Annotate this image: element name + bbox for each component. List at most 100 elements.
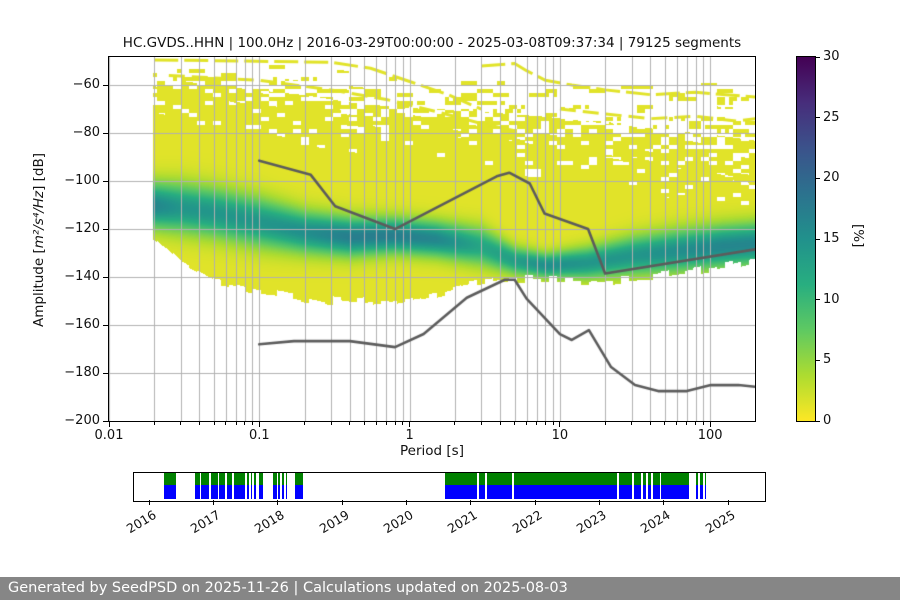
x-axis-label: Period [s]: [400, 443, 464, 459]
x-tick-mark: [244, 422, 246, 425]
timeline-segment-psd: [226, 473, 232, 485]
timeline-year-label: 2022: [509, 507, 545, 537]
colorbar-tick-mark: [815, 238, 820, 240]
timeline-segment-data: [445, 485, 478, 499]
x-tick-mark: [394, 422, 396, 425]
y-tick-label: −120: [64, 221, 100, 237]
x-tick-mark: [480, 422, 482, 425]
x-tick-mark: [385, 422, 387, 425]
timeline-segment-psd: [513, 473, 618, 485]
ppsd-heatmap-canvas: [109, 57, 755, 421]
timeline-year-label: 2017: [187, 507, 223, 537]
timeline-segment-psd: [642, 473, 646, 485]
x-tick-mark: [375, 422, 377, 425]
timeline-tick-mark: [148, 500, 150, 505]
timeline-segment-data: [285, 485, 288, 499]
timeline-year-label: 2021: [445, 507, 481, 537]
timeline-tick-mark: [534, 500, 536, 505]
timeline-tick-mark: [277, 500, 279, 505]
y-tick-mark: [103, 324, 108, 326]
timeline-year-label: 2018: [252, 507, 288, 537]
timeline-segment-psd: [211, 473, 218, 485]
x-tick-label: 100: [697, 428, 723, 443]
timeline-tick-mark: [599, 500, 601, 505]
y-axis-label: Amplitude [m²/s⁴/Hz] [dB]: [31, 120, 47, 360]
timeline-segment-psd: [254, 473, 256, 485]
colorbar-tick-label: 10: [823, 291, 840, 307]
timeline-year-label: 2025: [702, 507, 738, 537]
timeline-tick-mark: [213, 500, 215, 505]
x-tick-mark: [536, 422, 538, 425]
y-tick-mark: [103, 84, 108, 86]
timeline-year-label: 2020: [380, 507, 416, 537]
x-tick-label: 0.1: [248, 428, 270, 443]
timeline-tick-mark: [663, 500, 665, 505]
availability-timeline: [133, 472, 766, 502]
x-tick-mark: [544, 422, 546, 425]
colorbar-tick-label: 0: [823, 413, 832, 428]
x-tick-label: 10: [551, 428, 569, 443]
colorbar-tick-label: 25: [823, 109, 840, 125]
x-tick-mark: [198, 422, 200, 425]
y-tick-label: −180: [64, 365, 100, 381]
timeline-year-label: 2019: [316, 507, 352, 537]
timeline-segment-data: [705, 485, 707, 499]
timeline-segment-data: [218, 485, 226, 499]
timeline-segment-psd: [246, 473, 250, 485]
timeline-segment-data: [226, 485, 232, 499]
colorbar-tick-mark: [815, 420, 820, 422]
x-tick-mark: [225, 422, 227, 425]
timeline-segment-psd: [487, 473, 512, 485]
x-tick-mark: [664, 422, 666, 425]
timeline-segment-data: [281, 485, 284, 499]
timeline-segment-psd: [234, 473, 246, 485]
y-tick-label: −100: [64, 173, 100, 189]
y-tick-label: −200: [64, 413, 100, 429]
timeline-segment-data: [164, 485, 176, 499]
x-tick-mark: [363, 422, 365, 425]
y-tick-mark: [103, 132, 108, 134]
y-axis-label-suffix: ] [dB]: [31, 152, 47, 191]
colorbar-tick-label: 15: [823, 231, 840, 246]
colorbar-tick-label: 5: [823, 352, 832, 368]
x-tick-mark: [526, 422, 528, 425]
timeline-segment-psd: [700, 473, 704, 485]
y-tick-mark: [103, 420, 108, 422]
timeline-segment-psd: [295, 473, 304, 485]
footer-text: Generated by SeedPSD on 2025-11-26 | Cal…: [8, 580, 568, 596]
x-tick-mark: [153, 422, 155, 425]
y-tick-label: −160: [64, 317, 100, 333]
x-tick-mark: [514, 422, 516, 425]
y-tick-mark: [103, 228, 108, 230]
timeline-tick-mark: [406, 500, 408, 505]
colorbar-tick-mark: [815, 299, 820, 301]
colorbar-tick-label: 30: [823, 49, 840, 64]
timeline-segment-data: [272, 485, 277, 499]
x-tick-label: 0.01: [94, 428, 124, 443]
x-tick-mark: [552, 422, 554, 425]
x-tick-mark: [454, 422, 456, 425]
x-tick-mark: [251, 422, 253, 425]
timeline-segment-psd: [653, 473, 660, 485]
y-tick-mark: [103, 180, 108, 182]
timeline-segment-data: [479, 485, 486, 499]
timeline-segment-psd: [272, 473, 277, 485]
timeline-segment-psd: [251, 473, 253, 485]
y-axis-label-prefix: Amplitude [: [31, 248, 47, 328]
page-title: HC.GVDS..HHN | 100.0Hz | 2016-03-29T00:0…: [122, 35, 742, 51]
y-tick-mark: [103, 276, 108, 278]
colorbar-tick-label: 20: [823, 170, 840, 186]
timeline-segment-data: [234, 485, 246, 499]
timeline-tick-mark: [341, 500, 343, 505]
timeline-segment-psd: [278, 473, 280, 485]
timeline-tick-mark: [727, 500, 729, 505]
x-tick-mark: [604, 422, 606, 425]
timeline-segment-data: [487, 485, 512, 499]
timeline-segment-psd: [445, 473, 478, 485]
timeline-segment-data: [700, 485, 704, 499]
y-tick-label: −80: [72, 125, 100, 141]
timeline-segment-psd: [281, 473, 284, 485]
timeline-segment-data: [278, 485, 280, 499]
timeline-segment-data: [246, 485, 250, 499]
